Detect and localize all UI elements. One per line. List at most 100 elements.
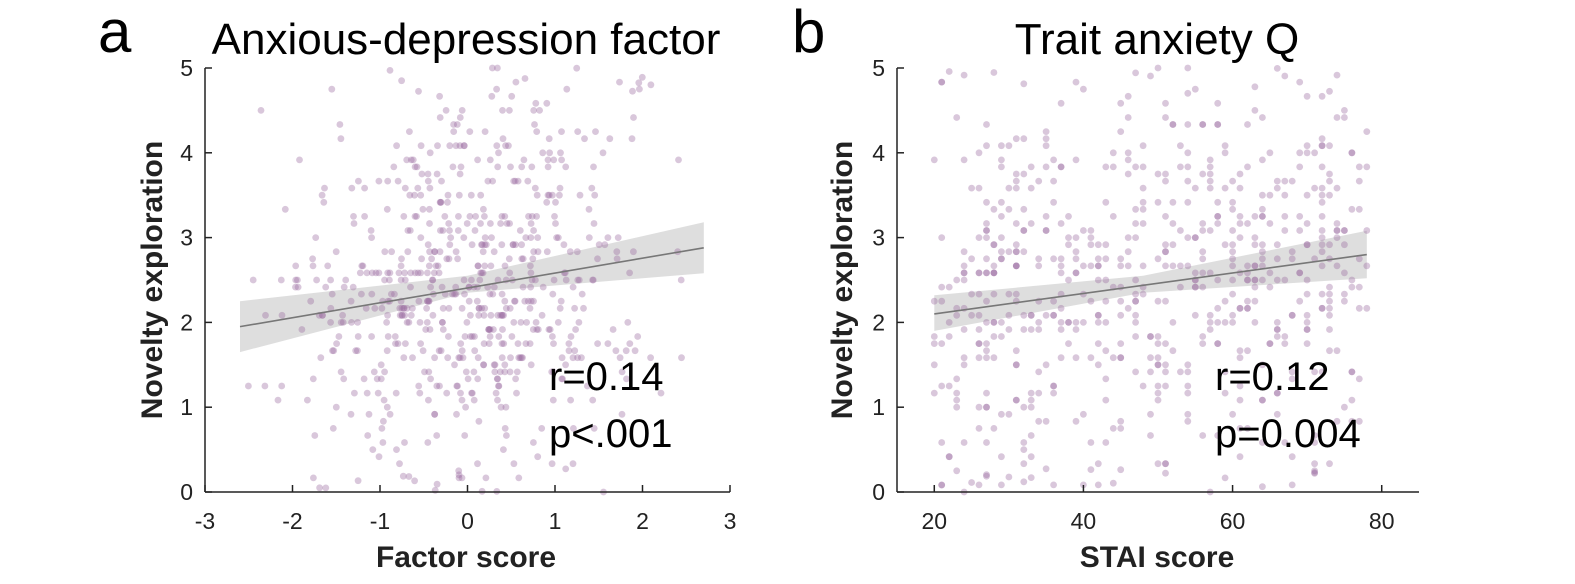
scatter-point [636,85,643,93]
scatter-point [1221,241,1229,249]
scatter-point [1221,389,1229,397]
scatter-point [439,227,447,234]
scatter-point [1326,290,1333,298]
scatter-point [292,276,300,284]
scatter-point [368,290,376,298]
scatter-point [1251,262,1259,270]
scatter-point [589,396,597,404]
scatter-point [1012,396,1020,404]
scatter-point [1303,142,1311,150]
scatter-point [312,234,320,242]
scatter-point [418,255,425,263]
scatter-point [556,304,564,312]
scatter-point [1072,417,1080,425]
scatter-point [1147,354,1154,362]
scatter-point [1035,368,1043,376]
scatter-point [417,269,425,277]
scatter-point [525,213,532,220]
scatter-point [1162,340,1169,347]
scatter-point [536,107,543,114]
scatter-point [426,326,434,333]
scatter-point [467,311,474,319]
scatter-point [574,276,582,284]
scatter-point [1005,290,1013,298]
scatter-point [1259,213,1266,220]
scatter-point [486,156,494,164]
scatter-point [1050,389,1057,397]
scatter-point [1154,460,1162,468]
scatter-point [1124,114,1132,121]
scatter-point [508,333,516,340]
scatter-point [1050,382,1057,390]
scatter-point [1027,474,1035,481]
scatter-point [1102,255,1110,263]
scatter-point [998,453,1005,461]
scatter-point [590,163,597,171]
scatter-point [554,319,562,326]
scatter-point [278,311,286,319]
scatter-point [436,114,444,121]
scatter-point [407,156,415,164]
scatter-point [262,311,269,319]
scatter-point [522,340,530,347]
scatter-point [1281,191,1289,199]
scatter-point [527,269,535,277]
scatter-point [501,213,509,220]
scatter-point [406,191,414,199]
scatter-point [938,439,946,446]
scatter-point [397,262,405,270]
scatter-point [427,375,434,383]
scatter-point [1050,311,1057,319]
scatter-point [938,283,946,291]
y-tick-label: 1 [180,394,193,420]
scatter-point [545,191,553,199]
scatter-point [487,311,495,319]
scatter-point [573,248,581,256]
scatter-point [554,234,562,242]
scatter-point [1273,276,1281,284]
scatter-point [311,432,319,439]
scatter-point [316,484,323,492]
scatter-point [362,304,370,312]
scatter-point [309,262,317,270]
scatter-point [1281,333,1289,340]
scatter-point [476,276,484,284]
scatter-point [405,319,413,326]
scatter-point [1087,297,1095,305]
scatter-point [330,347,338,355]
scatter-point [1057,99,1065,107]
scatter-point [421,368,428,376]
scatter-point [556,184,564,192]
scatter-point [416,319,424,326]
scatter-point [1132,220,1139,227]
scatter-point [990,241,998,249]
scatter-point [1318,198,1326,206]
scatter-point [1072,269,1080,277]
scatter-point [1355,304,1363,312]
scatter-point [452,290,460,298]
scatter-point [499,326,506,333]
scatter-point [1363,163,1371,171]
scatter-point [377,375,385,383]
scatter-point [533,213,540,220]
scatter-point [1266,340,1274,347]
scatter-point [528,213,536,220]
scatter-point [1162,170,1169,178]
scatter-point [332,248,340,256]
scatter-point [1177,227,1184,234]
scatter-point [1169,121,1177,128]
scatter-point [1057,262,1065,270]
scatter-point [497,403,505,411]
scatter-point [569,283,577,291]
scatter-point [309,255,316,263]
scatter-point [983,347,990,355]
scatter-point [384,269,392,277]
scatter-point [1094,241,1102,249]
scatter-point [459,354,467,362]
scatter-point [467,191,475,199]
scatter-point [1005,410,1013,418]
scatter-point [310,474,317,482]
scatter-point [1318,142,1326,150]
scatter-point [1281,227,1289,234]
scatter-point [1124,234,1132,242]
